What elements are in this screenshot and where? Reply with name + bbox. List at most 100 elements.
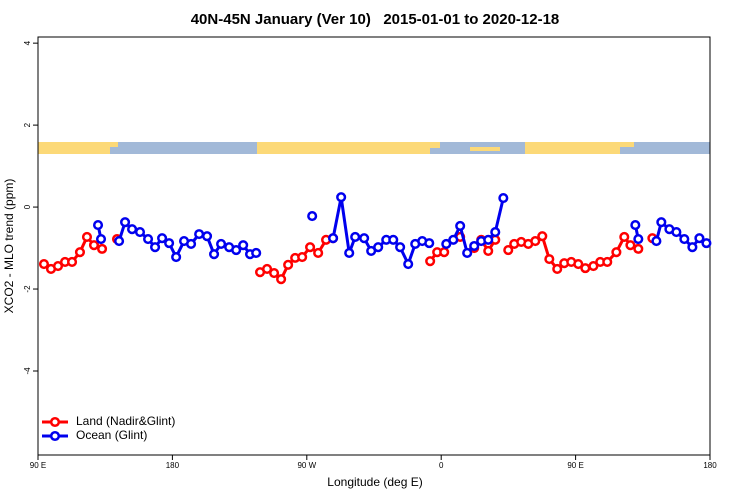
legend-label: Land (Nadir&Glint) [76, 414, 175, 428]
data-point [483, 245, 494, 256]
data-point [694, 233, 705, 244]
data-point [81, 231, 93, 243]
data-point [216, 238, 227, 250]
data-point [194, 229, 205, 240]
data-point [92, 220, 104, 231]
data-point [588, 261, 599, 272]
data-point [537, 231, 548, 242]
data-point [625, 240, 636, 251]
data-point [276, 274, 287, 285]
data-point [373, 242, 384, 253]
data-point [388, 234, 399, 245]
land-band [257, 142, 430, 154]
data-point [403, 258, 414, 270]
land-band [430, 142, 440, 148]
data-point [395, 242, 406, 253]
data-point [656, 217, 667, 228]
data-point [462, 247, 473, 259]
x-tick-label: 90 E [567, 461, 583, 470]
data-point [503, 245, 514, 256]
data-point [552, 263, 563, 274]
data-point [186, 238, 197, 250]
chart-title: 40N-45N January (Ver 10) 2015-01-01 to 2… [191, 11, 560, 28]
data-point [171, 252, 182, 263]
x-tick-label: 90 E [30, 461, 46, 470]
land-band [470, 147, 500, 151]
data-point [671, 227, 682, 238]
data-point [38, 258, 50, 270]
x-tick-label: 180 [166, 461, 180, 470]
data-point [630, 220, 641, 231]
data-point [127, 224, 138, 235]
data-point [313, 247, 324, 259]
data-point [283, 259, 294, 270]
data-point [455, 220, 466, 231]
data-point [544, 254, 555, 265]
legend-marker [49, 430, 61, 442]
data-point [580, 263, 591, 274]
data-point [88, 240, 100, 251]
data-point [143, 233, 154, 245]
data-point [439, 247, 450, 258]
data-point [74, 247, 86, 258]
data-point [269, 267, 280, 279]
data-point [424, 238, 435, 249]
data-point [150, 242, 161, 253]
data-point [701, 238, 712, 249]
land-band [525, 142, 620, 154]
data-point [251, 247, 262, 259]
y-tick-label: -4 [23, 367, 32, 375]
y-tick-label: -2 [23, 285, 32, 293]
data-point [66, 256, 78, 268]
data-point [307, 211, 318, 222]
data-point [633, 233, 644, 245]
data-point [97, 243, 108, 254]
legend-marker [49, 416, 61, 428]
data-point [209, 249, 220, 260]
surface-band [38, 142, 710, 154]
data-point [633, 243, 644, 254]
series [92, 192, 712, 270]
y-tick-label: 0 [23, 204, 32, 209]
data-point [498, 193, 509, 204]
data-point [344, 247, 355, 259]
data-point [619, 231, 630, 243]
data-point [164, 238, 175, 249]
land-band [620, 142, 634, 147]
x-tick-label: 90 W [297, 461, 316, 470]
data-point [448, 234, 459, 245]
data-point [157, 233, 168, 244]
data-point [52, 261, 64, 272]
data-point [530, 236, 541, 247]
data-point [95, 233, 107, 245]
x-tick-label: 180 [703, 461, 717, 470]
data-point [350, 231, 361, 243]
data-point [305, 242, 316, 253]
data-point [262, 263, 273, 274]
y-tick-label: 4 [23, 40, 32, 45]
data-point [201, 231, 213, 242]
data-point [425, 256, 436, 267]
y-tick-label: 2 [23, 122, 32, 127]
land-band [110, 142, 118, 147]
data-point [611, 247, 622, 258]
y-axis-label: XCO2 - MLO trend (ppm) [2, 179, 16, 314]
data-point [687, 242, 698, 253]
data-point [328, 233, 339, 244]
x-axis-label: Longitude (deg E) [327, 475, 422, 489]
land-band [38, 142, 110, 154]
data-point [573, 258, 584, 270]
data-point [114, 236, 125, 247]
data-point [651, 236, 662, 247]
legend-label: Ocean (Glint) [76, 428, 147, 442]
series [38, 231, 658, 285]
data-point [336, 192, 347, 203]
data-point [469, 240, 480, 252]
x-tick-label: 0 [439, 461, 444, 470]
data-point [602, 256, 613, 268]
data-point [679, 233, 690, 245]
data-point [441, 238, 452, 250]
data-point [231, 245, 242, 256]
data-point [134, 227, 146, 238]
